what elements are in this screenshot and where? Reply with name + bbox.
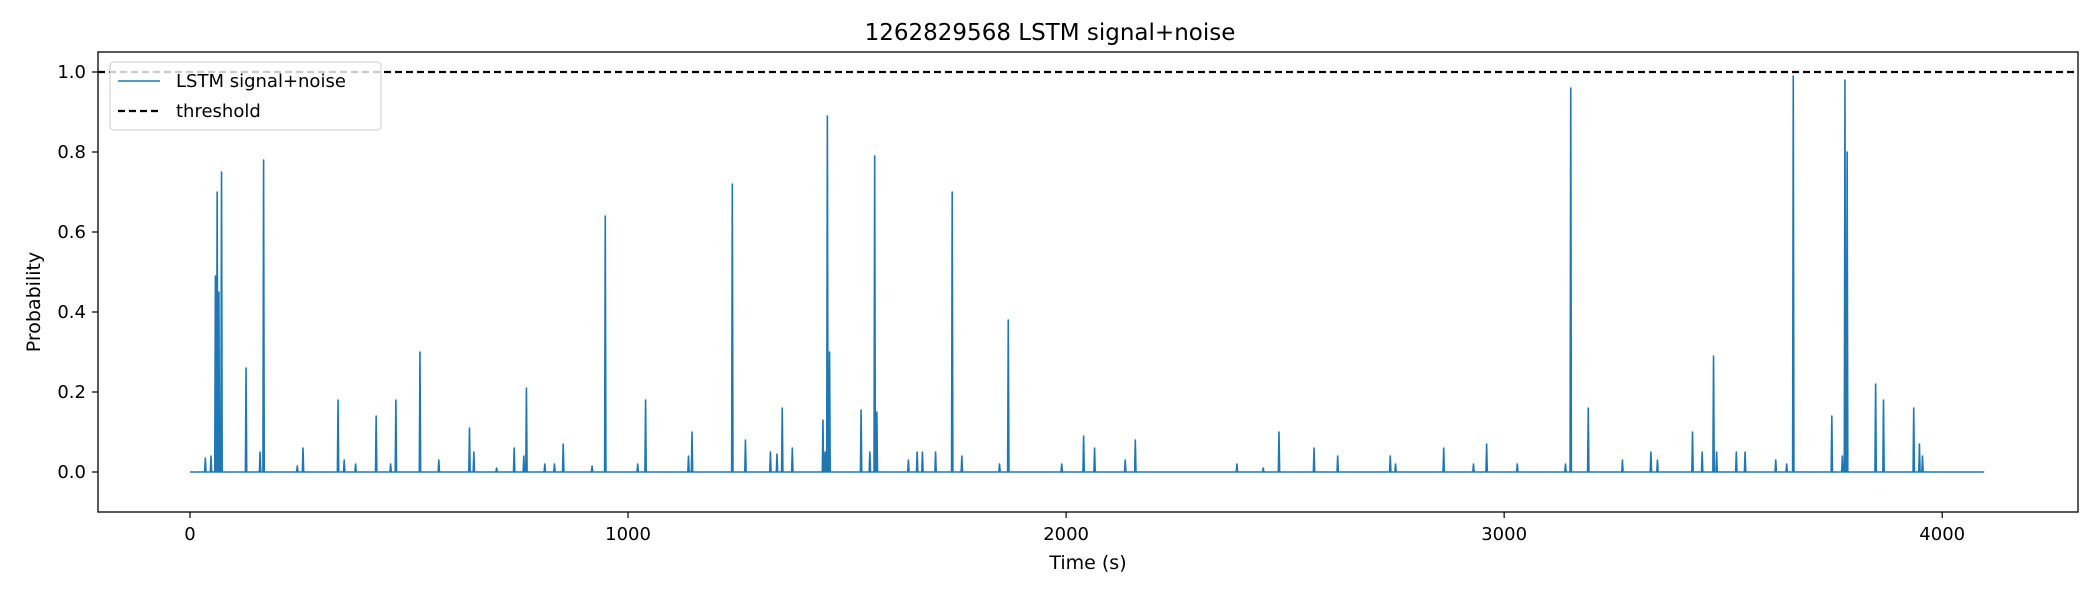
legend-label-signal: LSTM signal+noise: [176, 71, 346, 92]
y-tick-label: 1.0: [57, 62, 86, 83]
y-tick-label: 0.4: [57, 302, 86, 323]
y-tick-label: 0.2: [57, 382, 86, 403]
y-tick-label: 0.8: [57, 142, 86, 163]
series-line-lstm-signal-noise: [189, 75, 1985, 473]
plot-area: [98, 70, 2078, 473]
y-axis-label: Probability: [23, 252, 45, 352]
x-tick-label: 0: [184, 524, 195, 545]
y-tick-label: 0.6: [57, 222, 86, 243]
x-tick-label: 4000: [1919, 524, 1965, 545]
axes-frame: [97, 51, 2079, 513]
x-axis-label: Time (s): [1048, 552, 1126, 574]
legend-label-threshold: threshold: [176, 101, 261, 122]
x-axis: 0 1000 2000 3000 4000: [184, 512, 1965, 545]
y-tick-label: 0.0: [57, 462, 86, 483]
chart-title: 1262829568 LSTM signal+noise: [865, 20, 1236, 46]
x-tick-label: 3000: [1481, 524, 1527, 545]
x-tick-label: 2000: [1043, 524, 1089, 545]
legend: LSTM signal+noise threshold: [109, 61, 382, 131]
x-tick-label: 1000: [605, 524, 651, 545]
y-axis: 0.0 0.2 0.4 0.6 0.8 1.0: [57, 62, 98, 483]
legend-box: [109, 61, 382, 131]
